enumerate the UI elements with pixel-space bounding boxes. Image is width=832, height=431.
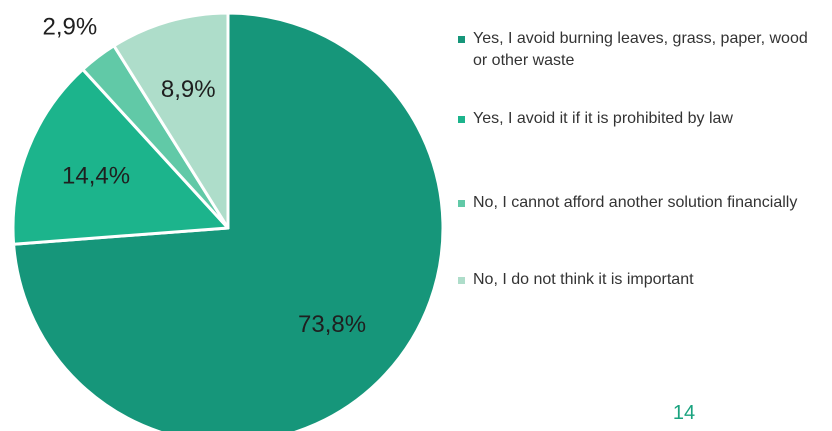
pie-slice-4 xyxy=(112,11,230,230)
slice-value-label-2: 14,4% xyxy=(62,162,130,189)
legend-label-4: No, I do not think it is important xyxy=(473,271,694,288)
legend-item-1: Yes, I avoid burning leaves, grass, pape… xyxy=(458,28,828,72)
legend-item-4: No, I do not think it is important xyxy=(458,269,828,291)
legend-swatch-1 xyxy=(458,36,465,43)
legend-swatch-4 xyxy=(458,277,465,284)
pie-slice-2 xyxy=(11,67,230,246)
slice-value-label-4: 8,9% xyxy=(161,76,216,103)
legend-item-3: No, I cannot afford another solution fin… xyxy=(458,192,828,214)
legend-swatch-2 xyxy=(458,116,465,123)
legend-swatch-3 xyxy=(458,200,465,207)
legend-label-2: Yes, I avoid it if it is prohibited by l… xyxy=(473,110,733,127)
legend-label-1: Yes, I avoid burning leaves, grass, pape… xyxy=(473,30,808,69)
legend-item-2: Yes, I avoid it if it is prohibited by l… xyxy=(458,108,828,130)
pie-chart: 73,8% 14,4% 2,9% 8,9% xyxy=(11,11,445,431)
slice-value-label-1: 73,8% xyxy=(298,311,366,338)
slice-value-label-3: 2,9% xyxy=(42,13,97,40)
page-number: 14 xyxy=(672,402,696,424)
legend-label-3: No, I cannot afford another solution fin… xyxy=(473,194,798,211)
